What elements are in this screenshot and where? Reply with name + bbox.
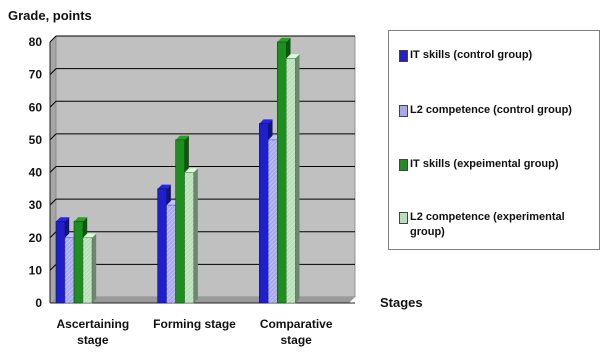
bar-1-top xyxy=(157,184,171,189)
legend-item: IT skills (expeimental group) xyxy=(399,157,598,172)
bar-3 xyxy=(175,139,185,304)
bar-1 xyxy=(157,188,167,304)
bar-4-top xyxy=(184,168,198,173)
gridline-diagonal xyxy=(49,68,57,75)
y-tick-label: 20 xyxy=(29,231,43,245)
y-tick-label: 10 xyxy=(29,263,43,277)
bar-4-top xyxy=(286,54,300,59)
y-tick-label: 40 xyxy=(29,166,43,180)
legend-swatch xyxy=(399,105,408,117)
x-tick-label: Comparative xyxy=(260,317,333,331)
bar-4-side xyxy=(92,233,97,303)
bar-3 xyxy=(277,41,287,304)
bar-4-hatch xyxy=(83,237,92,303)
legend-label: L2 competence (experimental group) xyxy=(410,211,565,238)
legend-swatch xyxy=(399,159,408,171)
gridline-diagonal xyxy=(49,231,57,239)
legend-item: IT skills (control group) xyxy=(399,48,598,63)
y-tick-label: 60 xyxy=(29,100,43,114)
y-tick-label: 80 xyxy=(29,35,43,49)
gridline-diagonal xyxy=(49,166,57,173)
x-tick-label: stage xyxy=(77,333,109,347)
bar-4-hatch xyxy=(286,58,296,303)
bar-4-hatch xyxy=(184,172,194,303)
legend: IT skills (control group) L2 competence (… xyxy=(388,30,600,250)
gridline-diagonal xyxy=(49,133,57,141)
bar-3-top xyxy=(175,135,189,140)
bar-1 xyxy=(55,221,66,304)
y-tick-label: 30 xyxy=(29,198,43,212)
legend-item: L2 competence (experimental group) xyxy=(399,210,598,240)
bar-2-hatch xyxy=(166,205,176,303)
x-tick-label: Forming stage xyxy=(153,317,236,331)
x-tick-label: stage xyxy=(280,333,312,347)
legend-item: L2 competence (control group) xyxy=(399,103,598,118)
bar-4-side xyxy=(295,54,300,303)
x-axis-title: Stages xyxy=(380,295,423,310)
bar-1-top xyxy=(259,119,273,124)
bar-2-hatch xyxy=(65,237,74,303)
plot-area: 0 10 20 30 40 50 60 70 80 Ascertaining stage Formin… xyxy=(29,35,356,347)
bar-3-top xyxy=(277,37,291,42)
gridline-diagonal xyxy=(49,198,57,206)
bar-4-side xyxy=(193,168,198,303)
legend-label: IT skills (control group) xyxy=(410,49,533,61)
legend-label: IT skills (expeimental group) xyxy=(410,158,559,170)
bar-3-top xyxy=(74,217,88,222)
legend-label: L2 competence (control group) xyxy=(410,104,572,116)
y-axis-title: Grade, points xyxy=(8,8,92,23)
bar-4-top xyxy=(83,233,97,238)
gridline-diagonal xyxy=(49,35,57,43)
bar-1-top xyxy=(56,217,70,222)
y-tick-label: 70 xyxy=(29,68,43,82)
y-tick-label: 50 xyxy=(29,133,43,147)
y-tick-label: 0 xyxy=(35,296,42,310)
bar-2-hatch xyxy=(268,139,278,303)
legend-swatch xyxy=(399,50,408,62)
x-tick-label: Ascertaining xyxy=(56,317,129,331)
bar-3 xyxy=(73,221,84,304)
bar-1 xyxy=(259,123,269,304)
gridline-diagonal xyxy=(49,264,57,271)
legend-swatch xyxy=(399,212,408,224)
gridline-diagonal xyxy=(49,100,57,108)
